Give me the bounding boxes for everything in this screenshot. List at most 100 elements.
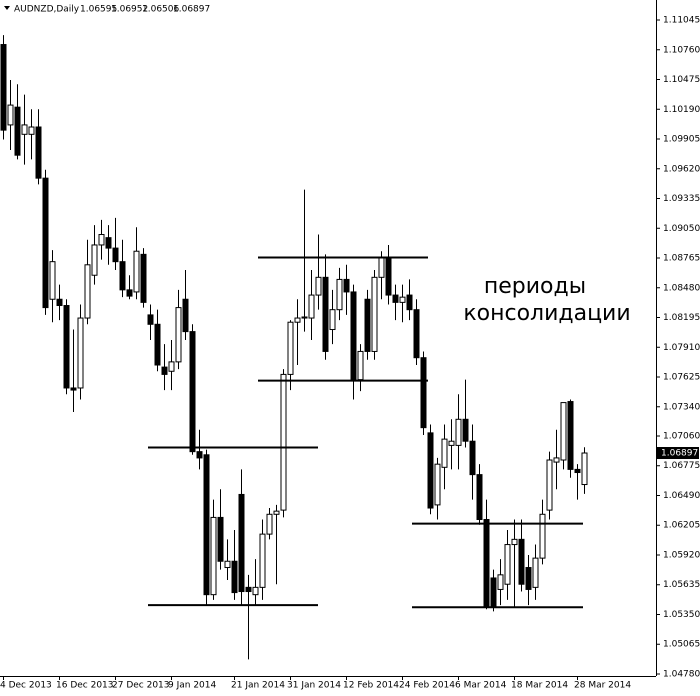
candle-body xyxy=(504,544,511,585)
candle-body xyxy=(231,560,238,594)
candle-body xyxy=(574,468,581,474)
candle-body xyxy=(343,278,350,293)
candle-body xyxy=(406,294,413,311)
candle-body xyxy=(266,513,273,535)
candle-body xyxy=(7,104,14,126)
candle-body xyxy=(63,305,70,389)
candle-body xyxy=(0,44,7,131)
candle-body xyxy=(203,454,210,596)
y-tick-label: 1.04780 xyxy=(663,670,700,680)
candle-body xyxy=(378,256,385,278)
candle-body xyxy=(140,253,147,303)
candle-body xyxy=(175,307,182,363)
candle-body xyxy=(245,586,252,593)
candle-body xyxy=(56,298,63,307)
y-tick-label: 1.08765 xyxy=(663,254,700,264)
x-tick-label: 24 Feb 2014 xyxy=(399,681,455,691)
candle-body xyxy=(525,567,532,590)
y-tick-label: 1.11045 xyxy=(663,16,700,26)
y-tick-label: 1.07060 xyxy=(663,431,700,441)
candle-body xyxy=(70,387,77,391)
candle-body xyxy=(490,577,497,608)
y-tick-label: 1.10475 xyxy=(663,75,700,85)
ohlc-close: 1.06897 xyxy=(173,5,210,15)
candle-body xyxy=(511,538,518,546)
y-tick-label: 1.07910 xyxy=(663,343,700,353)
candle-body xyxy=(581,452,588,486)
candle-body xyxy=(399,296,406,303)
candle-body xyxy=(49,261,56,300)
candle-body xyxy=(462,418,469,442)
candle-body xyxy=(294,317,301,323)
candle-body xyxy=(357,350,364,381)
candle-body xyxy=(385,256,392,296)
y-tick-label: 1.05065 xyxy=(663,640,700,650)
candle-body xyxy=(217,516,224,562)
x-tick-label: 28 Mar 2014 xyxy=(574,681,631,691)
candle-body xyxy=(105,237,112,249)
candle-body xyxy=(98,234,105,246)
y-tick-label: 1.05920 xyxy=(663,550,700,560)
candle-body xyxy=(161,366,168,375)
x-tick-label: 21 Jan 2014 xyxy=(231,681,285,691)
ohlc-low: 1.06506 xyxy=(142,5,179,15)
candle-body xyxy=(35,126,42,179)
y-tick-label: 1.06205 xyxy=(663,521,700,531)
candle-body xyxy=(322,276,329,352)
price-label-box xyxy=(657,447,699,460)
candle-body xyxy=(434,463,441,506)
candle-body xyxy=(119,261,126,291)
candle-body xyxy=(476,474,483,521)
candle-body xyxy=(210,516,217,596)
candle-body xyxy=(350,291,357,381)
candle-body xyxy=(112,247,119,263)
x-tick-label: 9 Jan 2014 xyxy=(168,681,216,691)
candle-body xyxy=(469,440,476,476)
candle-body xyxy=(441,438,448,468)
menu-icon xyxy=(4,6,10,10)
candle-body xyxy=(273,510,280,515)
candle-body xyxy=(567,401,574,470)
y-tick-label: 1.10760 xyxy=(663,45,700,55)
candle-body xyxy=(42,177,49,309)
candle-body xyxy=(252,586,259,596)
candle-body xyxy=(420,357,427,429)
x-tick-label: 31 Jan 2014 xyxy=(287,681,341,691)
x-tick-label: 6 Mar 2014 xyxy=(455,681,507,691)
y-tick-label: 1.06490 xyxy=(663,491,700,501)
candle-body xyxy=(518,538,525,585)
y-tick-label: 1.09620 xyxy=(663,164,700,174)
candle-body xyxy=(189,331,196,453)
candle-body xyxy=(336,278,343,311)
candle-body xyxy=(455,418,462,446)
candle-body xyxy=(560,402,567,461)
y-tick-label: 1.05350 xyxy=(663,610,700,620)
ohlc-high: 1.06952 xyxy=(111,5,148,15)
candle-body xyxy=(413,309,420,359)
candle-body xyxy=(483,519,490,608)
y-tick-label: 1.08195 xyxy=(663,313,700,323)
candle-body xyxy=(448,440,455,446)
candle-body xyxy=(147,314,154,325)
y-tick-label: 1.07340 xyxy=(663,402,700,412)
candle-body xyxy=(553,457,560,463)
candle-body xyxy=(182,298,189,333)
candle-body xyxy=(315,276,322,296)
x-tick-label: 16 Dec 2013 xyxy=(56,681,114,691)
candle-body xyxy=(28,126,35,135)
y-tick-label: 1.08480 xyxy=(663,283,700,293)
candle-body xyxy=(497,574,504,590)
y-tick-label: 1.09905 xyxy=(663,135,700,145)
candle-body xyxy=(126,289,133,297)
y-tick-label: 1.07625 xyxy=(663,373,700,383)
candle-body xyxy=(287,321,294,375)
y-tick-label: 1.09050 xyxy=(663,224,700,234)
y-tick-label: 1.06775 xyxy=(663,461,700,471)
candle-body xyxy=(224,560,231,569)
x-tick-label: 4 Dec 2013 xyxy=(0,681,52,691)
candle-body xyxy=(364,298,371,352)
candle-body xyxy=(532,557,539,588)
annotation: консолидации xyxy=(463,301,630,326)
candle-body xyxy=(238,493,245,593)
